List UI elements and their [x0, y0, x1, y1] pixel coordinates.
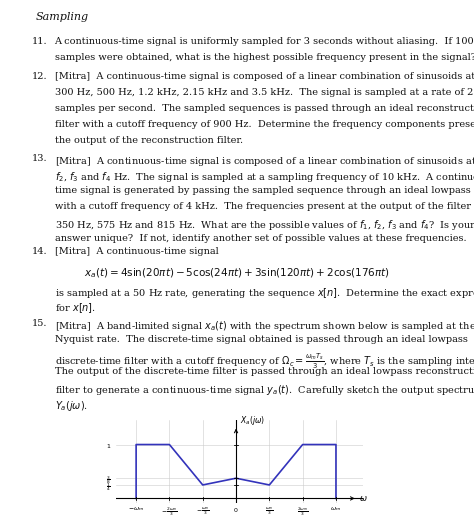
Text: with a cutoff frequency of 4 kHz.  The frequencies present at the output of the : with a cutoff frequency of 4 kHz. The fr… [55, 202, 474, 211]
Text: $\omega$: $\omega$ [359, 494, 368, 503]
Text: answer unique?  If not, identify another set of possible values at these frequen: answer unique? If not, identify another … [55, 234, 466, 243]
Text: $f_2$, $f_3$ and $f_4$ Hz.  The signal is sampled at a sampling frequency of 10 : $f_2$, $f_3$ and $f_4$ Hz. The signal is… [55, 170, 474, 184]
Text: discrete-time filter with a cutoff frequency of $\Omega_c = \frac{\omega_m T_s}{: discrete-time filter with a cutoff frequ… [55, 351, 474, 371]
Text: $Y_a(j\omega)$.: $Y_a(j\omega)$. [55, 399, 88, 413]
Text: 14.: 14. [32, 247, 48, 256]
Text: filter to generate a continuous-time signal $y_a(t)$.  Carefully sketch the outp: filter to generate a continuous-time sig… [55, 383, 474, 397]
Text: 300 Hz, 500 Hz, 1.2 kHz, 2.15 kHz and 3.5 kHz.  The signal is sampled at a rate : 300 Hz, 500 Hz, 1.2 kHz, 2.15 kHz and 3.… [55, 88, 474, 97]
Text: Sampling: Sampling [36, 12, 89, 22]
Text: $X_a(j\omega)$: $X_a(j\omega)$ [240, 414, 265, 427]
Text: samples were obtained, what is the highest possible frequency present in the sig: samples were obtained, what is the highe… [55, 53, 474, 62]
Text: Nyquist rate.  The discrete-time signal obtained is passed through an ideal lowp: Nyquist rate. The discrete-time signal o… [55, 335, 467, 344]
Text: 11.: 11. [32, 37, 48, 46]
Text: 350 Hz, 575 Hz and 815 Hz.  What are the possible values of $f_1$, $f_2$, $f_3$ : 350 Hz, 575 Hz and 815 Hz. What are the … [55, 218, 474, 232]
Text: 13.: 13. [32, 154, 48, 163]
Text: 15.: 15. [32, 319, 48, 328]
Text: 12.: 12. [32, 72, 48, 81]
Text: $x_a(t) = 4\sin(20\pi t) - 5\cos(24\pi t) + 3\sin(120\pi t) + 2\cos(176\pi t)$: $x_a(t) = 4\sin(20\pi t) - 5\cos(24\pi t… [84, 266, 390, 280]
Text: [Mitra]  A continuous-time signal is composed of a linear combination of sinusoi: [Mitra] A continuous-time signal is comp… [55, 72, 474, 81]
Text: [Mitra]  A band-limited signal $x_a(t)$ with the spectrum shown below is sampled: [Mitra] A band-limited signal $x_a(t)$ w… [55, 319, 474, 333]
Text: time signal is generated by passing the sampled sequence through an ideal lowpas: time signal is generated by passing the … [55, 186, 474, 195]
Text: A continuous-time signal is uniformly sampled for 3 seconds without aliasing.  I: A continuous-time signal is uniformly sa… [55, 37, 474, 46]
Text: filter with a cutoff frequency of 900 Hz.  Determine the frequency components pr: filter with a cutoff frequency of 900 Hz… [55, 120, 474, 129]
Text: the output of the reconstruction filter.: the output of the reconstruction filter. [55, 136, 243, 145]
Text: [Mitra]  A continuous-time signal is composed of a linear combination of sinusoi: [Mitra] A continuous-time signal is comp… [55, 154, 474, 168]
Text: samples per second.  The sampled sequences is passed through an ideal reconstruc: samples per second. The sampled sequence… [55, 104, 474, 113]
Text: [Mitra]  A continuous-time signal: [Mitra] A continuous-time signal [55, 247, 218, 256]
Text: The output of the discrete-time filter is passed through an ideal lowpass recons: The output of the discrete-time filter i… [55, 367, 474, 376]
Text: for $x[n]$.: for $x[n]$. [55, 302, 95, 315]
Text: is sampled at a 50 Hz rate, generating the sequence $x[n]$.  Determine the exact: is sampled at a 50 Hz rate, generating t… [55, 286, 474, 300]
